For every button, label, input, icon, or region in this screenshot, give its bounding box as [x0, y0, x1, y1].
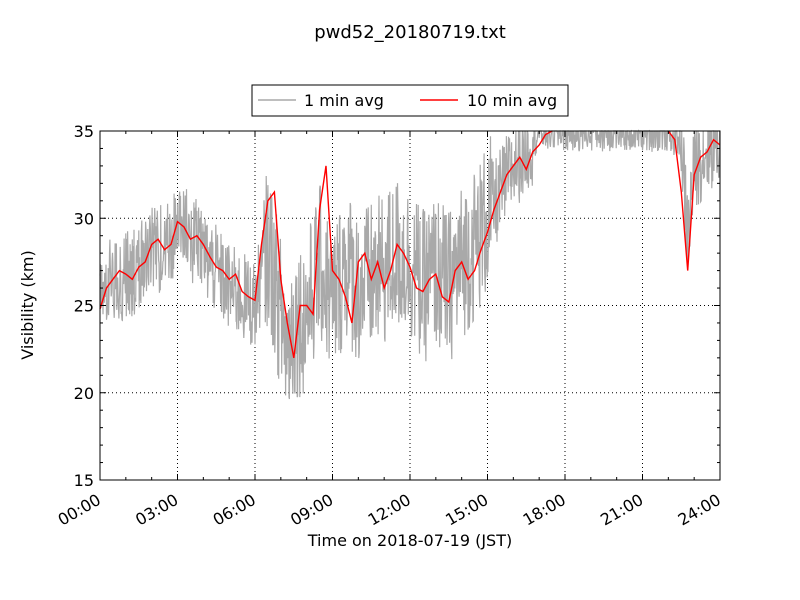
legend-label-1-min-avg: 1 min avg	[304, 91, 384, 110]
legend: 1 min avg 10 min avg	[251, 84, 569, 117]
line-10-min-avg	[99, 130, 721, 359]
x-axis-label: Time on 2018-07-19 (JST)	[307, 531, 512, 550]
x-tick-label: 06:00	[210, 490, 259, 530]
x-tick-label: 00:00	[55, 490, 104, 530]
x-tick-label: 15:00	[442, 490, 491, 530]
legend-box	[251, 84, 569, 117]
x-tick-label: 09:00	[287, 490, 336, 530]
x-tick-label: 03:00	[132, 490, 181, 530]
x-tick-label: 21:00	[597, 490, 646, 530]
y-axis-ticks: 15 20 25 30 35	[74, 122, 720, 490]
y-tick-label: 30	[74, 209, 94, 228]
y-tick-label: 15	[74, 471, 94, 490]
x-tick-label: 24:00	[675, 490, 724, 530]
y-tick-label: 35	[74, 122, 94, 141]
chart-title: pwd52_20180719.txt	[314, 22, 506, 43]
x-tick-label: 18:00	[520, 490, 569, 530]
series-10-min-avg	[99, 130, 721, 359]
y-tick-label: 25	[74, 297, 94, 316]
legend-label-10-min-avg: 10 min avg	[467, 91, 557, 110]
x-tick-label: 12:00	[365, 490, 414, 530]
grid	[100, 131, 720, 480]
x-axis-ticks: 00:00 03:00 06:00 09:00 12:00 15:00 18:00 21:00…	[55, 131, 724, 530]
y-axis-label: Visibility (km)	[18, 250, 37, 359]
y-tick-label: 20	[74, 384, 94, 403]
